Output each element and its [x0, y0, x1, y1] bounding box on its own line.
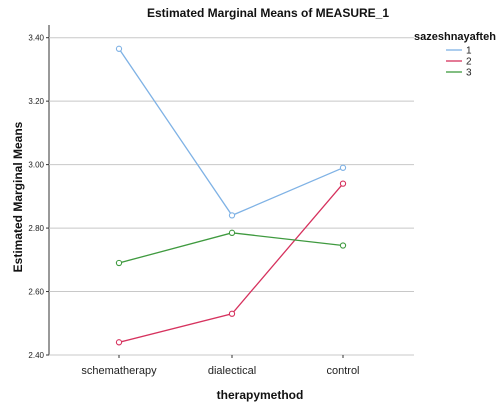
x-tick-label: dialectical: [208, 365, 256, 377]
series-2-point: [115, 339, 123, 346]
x-axis-ticks: schematherapy dialectical control: [81, 355, 360, 377]
series-1-point: [228, 212, 236, 219]
series-3-point: [228, 229, 236, 236]
y-axis-label: Estimated Marginal Means: [11, 121, 25, 272]
gridlines: [49, 37, 414, 356]
series-1-point: [115, 45, 123, 52]
series-lines: [115, 45, 347, 346]
series-2-point: [339, 180, 347, 187]
series-2-point: [228, 310, 236, 317]
x-tick-label: control: [326, 365, 359, 377]
legend-title: sazeshnayafteh: [414, 31, 496, 43]
y-tick-label: 2.60: [28, 288, 44, 297]
x-axis-label: therapymethod: [217, 388, 304, 402]
series-3-line: [118, 232, 344, 264]
plot-area: [48, 25, 414, 356]
chart-title: Estimated Marginal Means of MEASURE_1: [147, 6, 389, 20]
legend-label-1: 1: [466, 46, 472, 57]
legend-label-3: 3: [466, 68, 472, 79]
y-tick-label: 2.80: [28, 224, 44, 233]
legend: sazeshnayafteh 123: [414, 31, 496, 79]
series-3-point: [115, 259, 123, 267]
series-3-point: [339, 242, 347, 249]
y-axis-ticks: 2.40 2.60 2.80 3.00 3.20 3.40: [28, 34, 49, 360]
x-tick-label: schematherapy: [81, 365, 157, 377]
y-tick-label: 3.20: [28, 97, 44, 106]
series-2-line: [118, 183, 344, 343]
y-tick-label: 2.40: [28, 351, 44, 360]
legend-label-2: 2: [466, 57, 472, 68]
series-1-point: [339, 164, 347, 171]
y-tick-label: 3.40: [28, 34, 44, 43]
series-1-line: [118, 48, 344, 217]
y-tick-label: 3.00: [28, 161, 44, 170]
